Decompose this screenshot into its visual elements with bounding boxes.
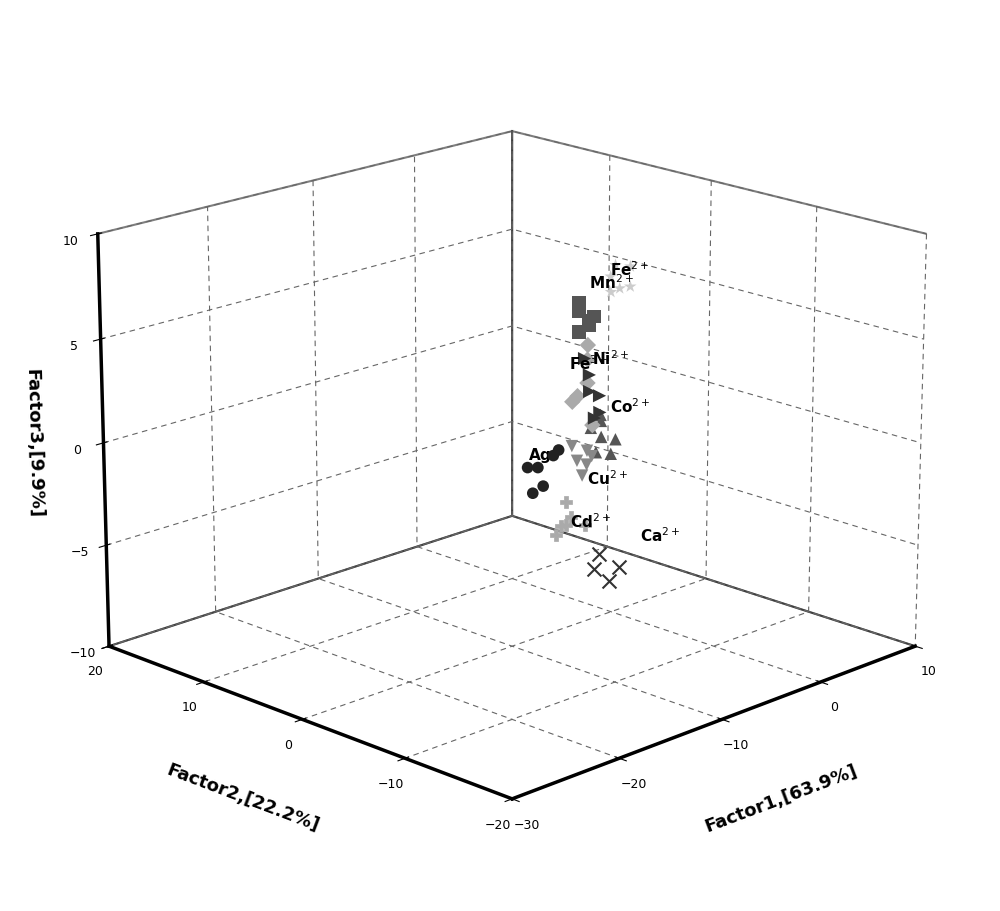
Y-axis label: Factor2,[22.2%]: Factor2,[22.2%] xyxy=(164,761,322,834)
X-axis label: Factor1,[63.9%]: Factor1,[63.9%] xyxy=(702,761,860,834)
